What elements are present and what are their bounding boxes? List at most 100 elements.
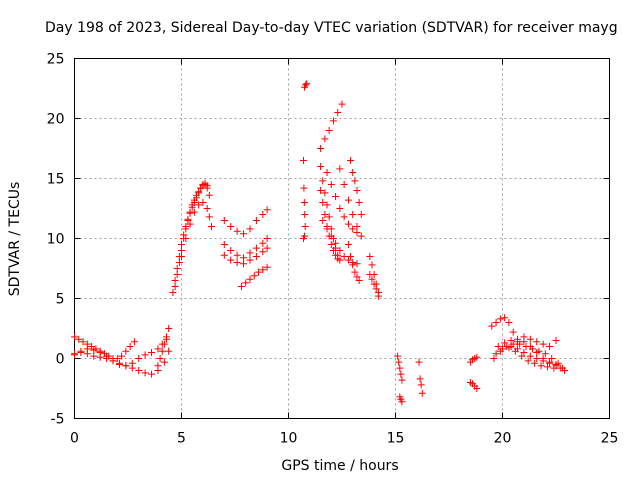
series-arc-11: [237, 263, 271, 290]
data-point: [524, 357, 532, 365]
data-point: [353, 260, 361, 268]
data-point: [349, 261, 357, 269]
data-point: [531, 359, 539, 367]
series-arc-19: [323, 169, 361, 236]
data-point: [355, 199, 363, 206]
data-point: [368, 275, 376, 283]
data-point: [355, 277, 363, 284]
data-point: [319, 217, 327, 224]
data-point: [190, 208, 198, 216]
data-point: [332, 193, 340, 200]
data-point: [263, 244, 271, 252]
data-point: [329, 117, 337, 125]
data-point: [417, 381, 425, 389]
data-point: [128, 364, 136, 372]
plot-frame: [74, 58, 610, 419]
data-point: [499, 345, 506, 353]
x-tick-label: 25: [601, 431, 619, 447]
data-point: [398, 398, 406, 406]
data-point: [259, 239, 267, 247]
data-point: [173, 271, 181, 278]
data-point: [372, 285, 380, 293]
y-tick-label: 5: [56, 292, 65, 308]
data-point: [160, 340, 168, 348]
data-point: [178, 247, 185, 254]
series-arc-18: [319, 217, 361, 268]
data-point: [539, 340, 547, 348]
series-arc-10: [220, 244, 271, 268]
series-arc-14: [299, 232, 309, 242]
data-point: [548, 355, 556, 362]
data-point: [237, 283, 245, 290]
data-point: [148, 370, 156, 378]
data-point: [113, 355, 121, 362]
data-point: [332, 239, 340, 247]
data-point: [71, 333, 78, 341]
data-point: [321, 211, 329, 218]
x-tick-label: 15: [387, 431, 405, 447]
data-point: [496, 315, 504, 323]
data-point: [501, 339, 509, 347]
data-point: [199, 199, 207, 206]
data-point: [240, 254, 248, 262]
data-point: [340, 253, 348, 260]
data-point: [148, 349, 156, 356]
data-point: [233, 251, 241, 259]
data-point: [501, 314, 509, 322]
data-point: [370, 280, 378, 288]
data-point: [357, 211, 365, 218]
data-point: [336, 205, 344, 212]
series-arc-21: [344, 241, 363, 284]
data-point: [195, 201, 203, 209]
data-point: [88, 343, 96, 350]
data-point: [103, 355, 111, 362]
data-point: [141, 369, 149, 377]
data-point: [233, 227, 241, 235]
data-point: [220, 217, 228, 224]
data-point: [338, 100, 346, 108]
series-arc-15: [317, 100, 346, 152]
data-point: [539, 357, 547, 365]
data-point: [344, 220, 352, 228]
data-point: [415, 358, 423, 366]
y-axis-label: SDTVAR / TECUs: [7, 182, 23, 297]
data-point: [319, 177, 327, 185]
data-point: [263, 235, 271, 242]
data-point: [541, 350, 549, 358]
data-points: [71, 80, 569, 406]
data-point: [347, 253, 355, 260]
data-point: [246, 225, 254, 233]
data-point: [513, 345, 521, 353]
data-point: [240, 230, 248, 238]
series-arc-05: [169, 179, 211, 296]
series-arc-26: [396, 393, 406, 406]
y-tick-label: 15: [47, 172, 65, 188]
data-point: [513, 335, 521, 343]
data-point: [255, 268, 263, 276]
data-point: [126, 343, 134, 350]
y-tick-label: 0: [56, 352, 65, 368]
data-point: [543, 363, 551, 371]
data-point: [178, 253, 185, 260]
data-point: [329, 247, 337, 254]
data-point: [186, 220, 194, 228]
data-point: [109, 357, 117, 365]
series-arc-17: [317, 187, 342, 263]
series-arc-02: [71, 335, 171, 370]
y-tick-label: -5: [51, 412, 65, 428]
data-point: [336, 247, 344, 254]
data-point: [327, 241, 335, 248]
data-point: [533, 355, 541, 362]
data-point: [418, 389, 426, 397]
data-point: [552, 362, 560, 370]
data-point: [507, 337, 515, 344]
data-point: [220, 241, 228, 248]
data-point: [160, 358, 168, 366]
data-point: [250, 272, 258, 280]
data-point: [321, 189, 329, 197]
data-point: [252, 244, 260, 252]
data-point: [259, 248, 267, 256]
data-point: [325, 213, 333, 221]
data-point: [302, 81, 310, 89]
data-point: [344, 256, 352, 264]
